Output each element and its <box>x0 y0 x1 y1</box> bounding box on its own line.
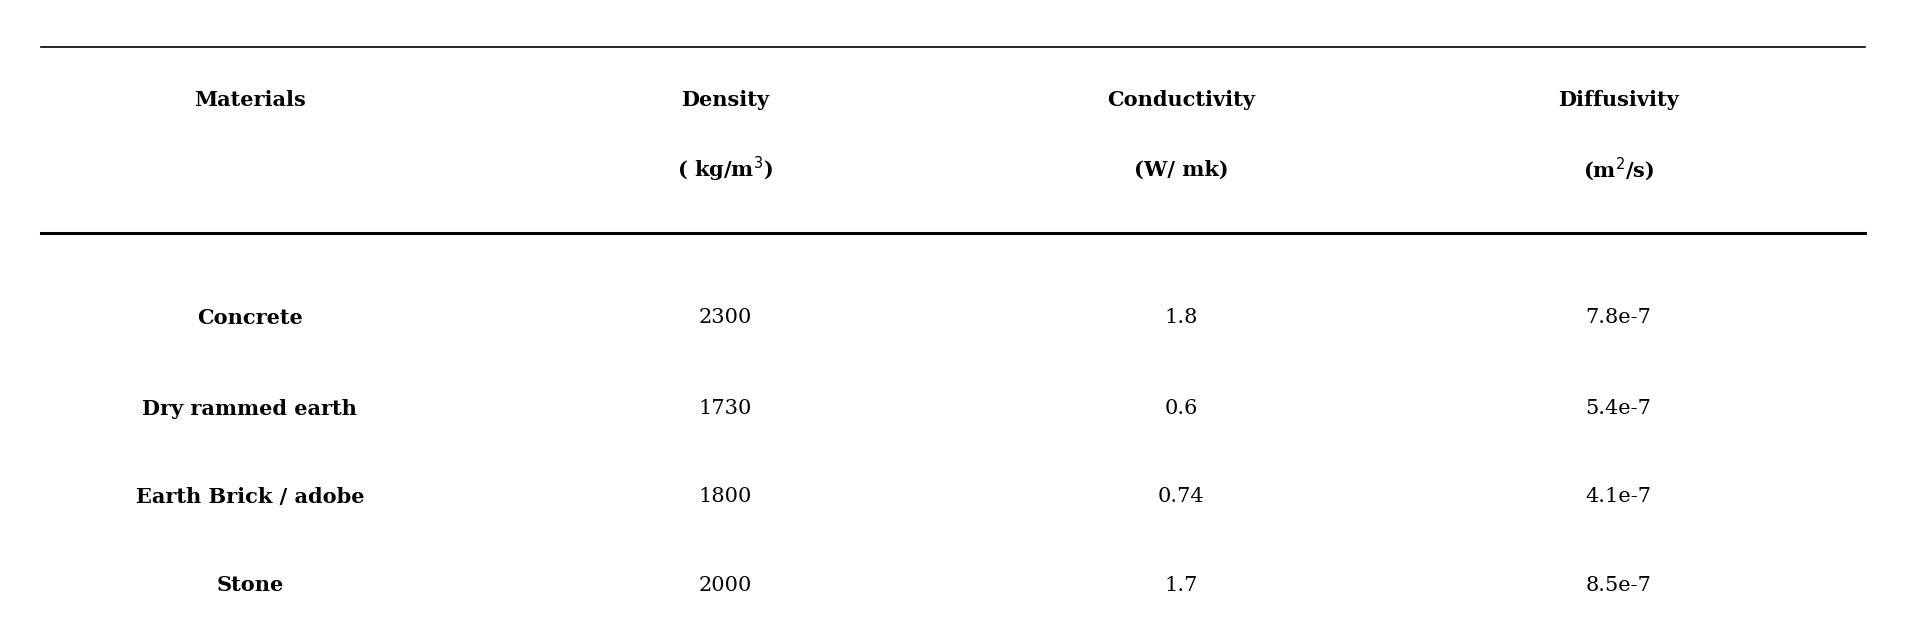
Text: 8.5e-7: 8.5e-7 <box>1585 575 1650 594</box>
Text: Diffusivity: Diffusivity <box>1556 90 1678 110</box>
Text: 7.8e-7: 7.8e-7 <box>1585 308 1650 327</box>
Text: (W/ mk): (W/ mk) <box>1133 159 1227 180</box>
Text: Conductivity: Conductivity <box>1107 90 1253 110</box>
Text: (m$^2$/s): (m$^2$/s) <box>1581 156 1654 184</box>
Text: Dry rammed earth: Dry rammed earth <box>143 399 356 418</box>
Text: 0.74: 0.74 <box>1156 488 1204 506</box>
Text: 5.4e-7: 5.4e-7 <box>1585 399 1650 418</box>
Text: 1.7: 1.7 <box>1164 575 1196 594</box>
Text: Density: Density <box>680 90 768 110</box>
Text: Stone: Stone <box>215 575 284 595</box>
Text: 1.8: 1.8 <box>1164 308 1196 327</box>
Text: Earth Brick / adobe: Earth Brick / adobe <box>135 487 364 507</box>
Text: 1800: 1800 <box>697 488 751 506</box>
Text: Materials: Materials <box>194 90 305 110</box>
Text: 0.6: 0.6 <box>1164 399 1196 418</box>
Text: 2300: 2300 <box>697 308 751 327</box>
Text: 2000: 2000 <box>697 575 751 594</box>
Text: 4.1e-7: 4.1e-7 <box>1585 488 1650 506</box>
Text: 1730: 1730 <box>697 399 751 418</box>
Text: ( kg/m$^3$): ( kg/m$^3$) <box>676 155 772 184</box>
Text: Concrete: Concrete <box>196 307 303 328</box>
